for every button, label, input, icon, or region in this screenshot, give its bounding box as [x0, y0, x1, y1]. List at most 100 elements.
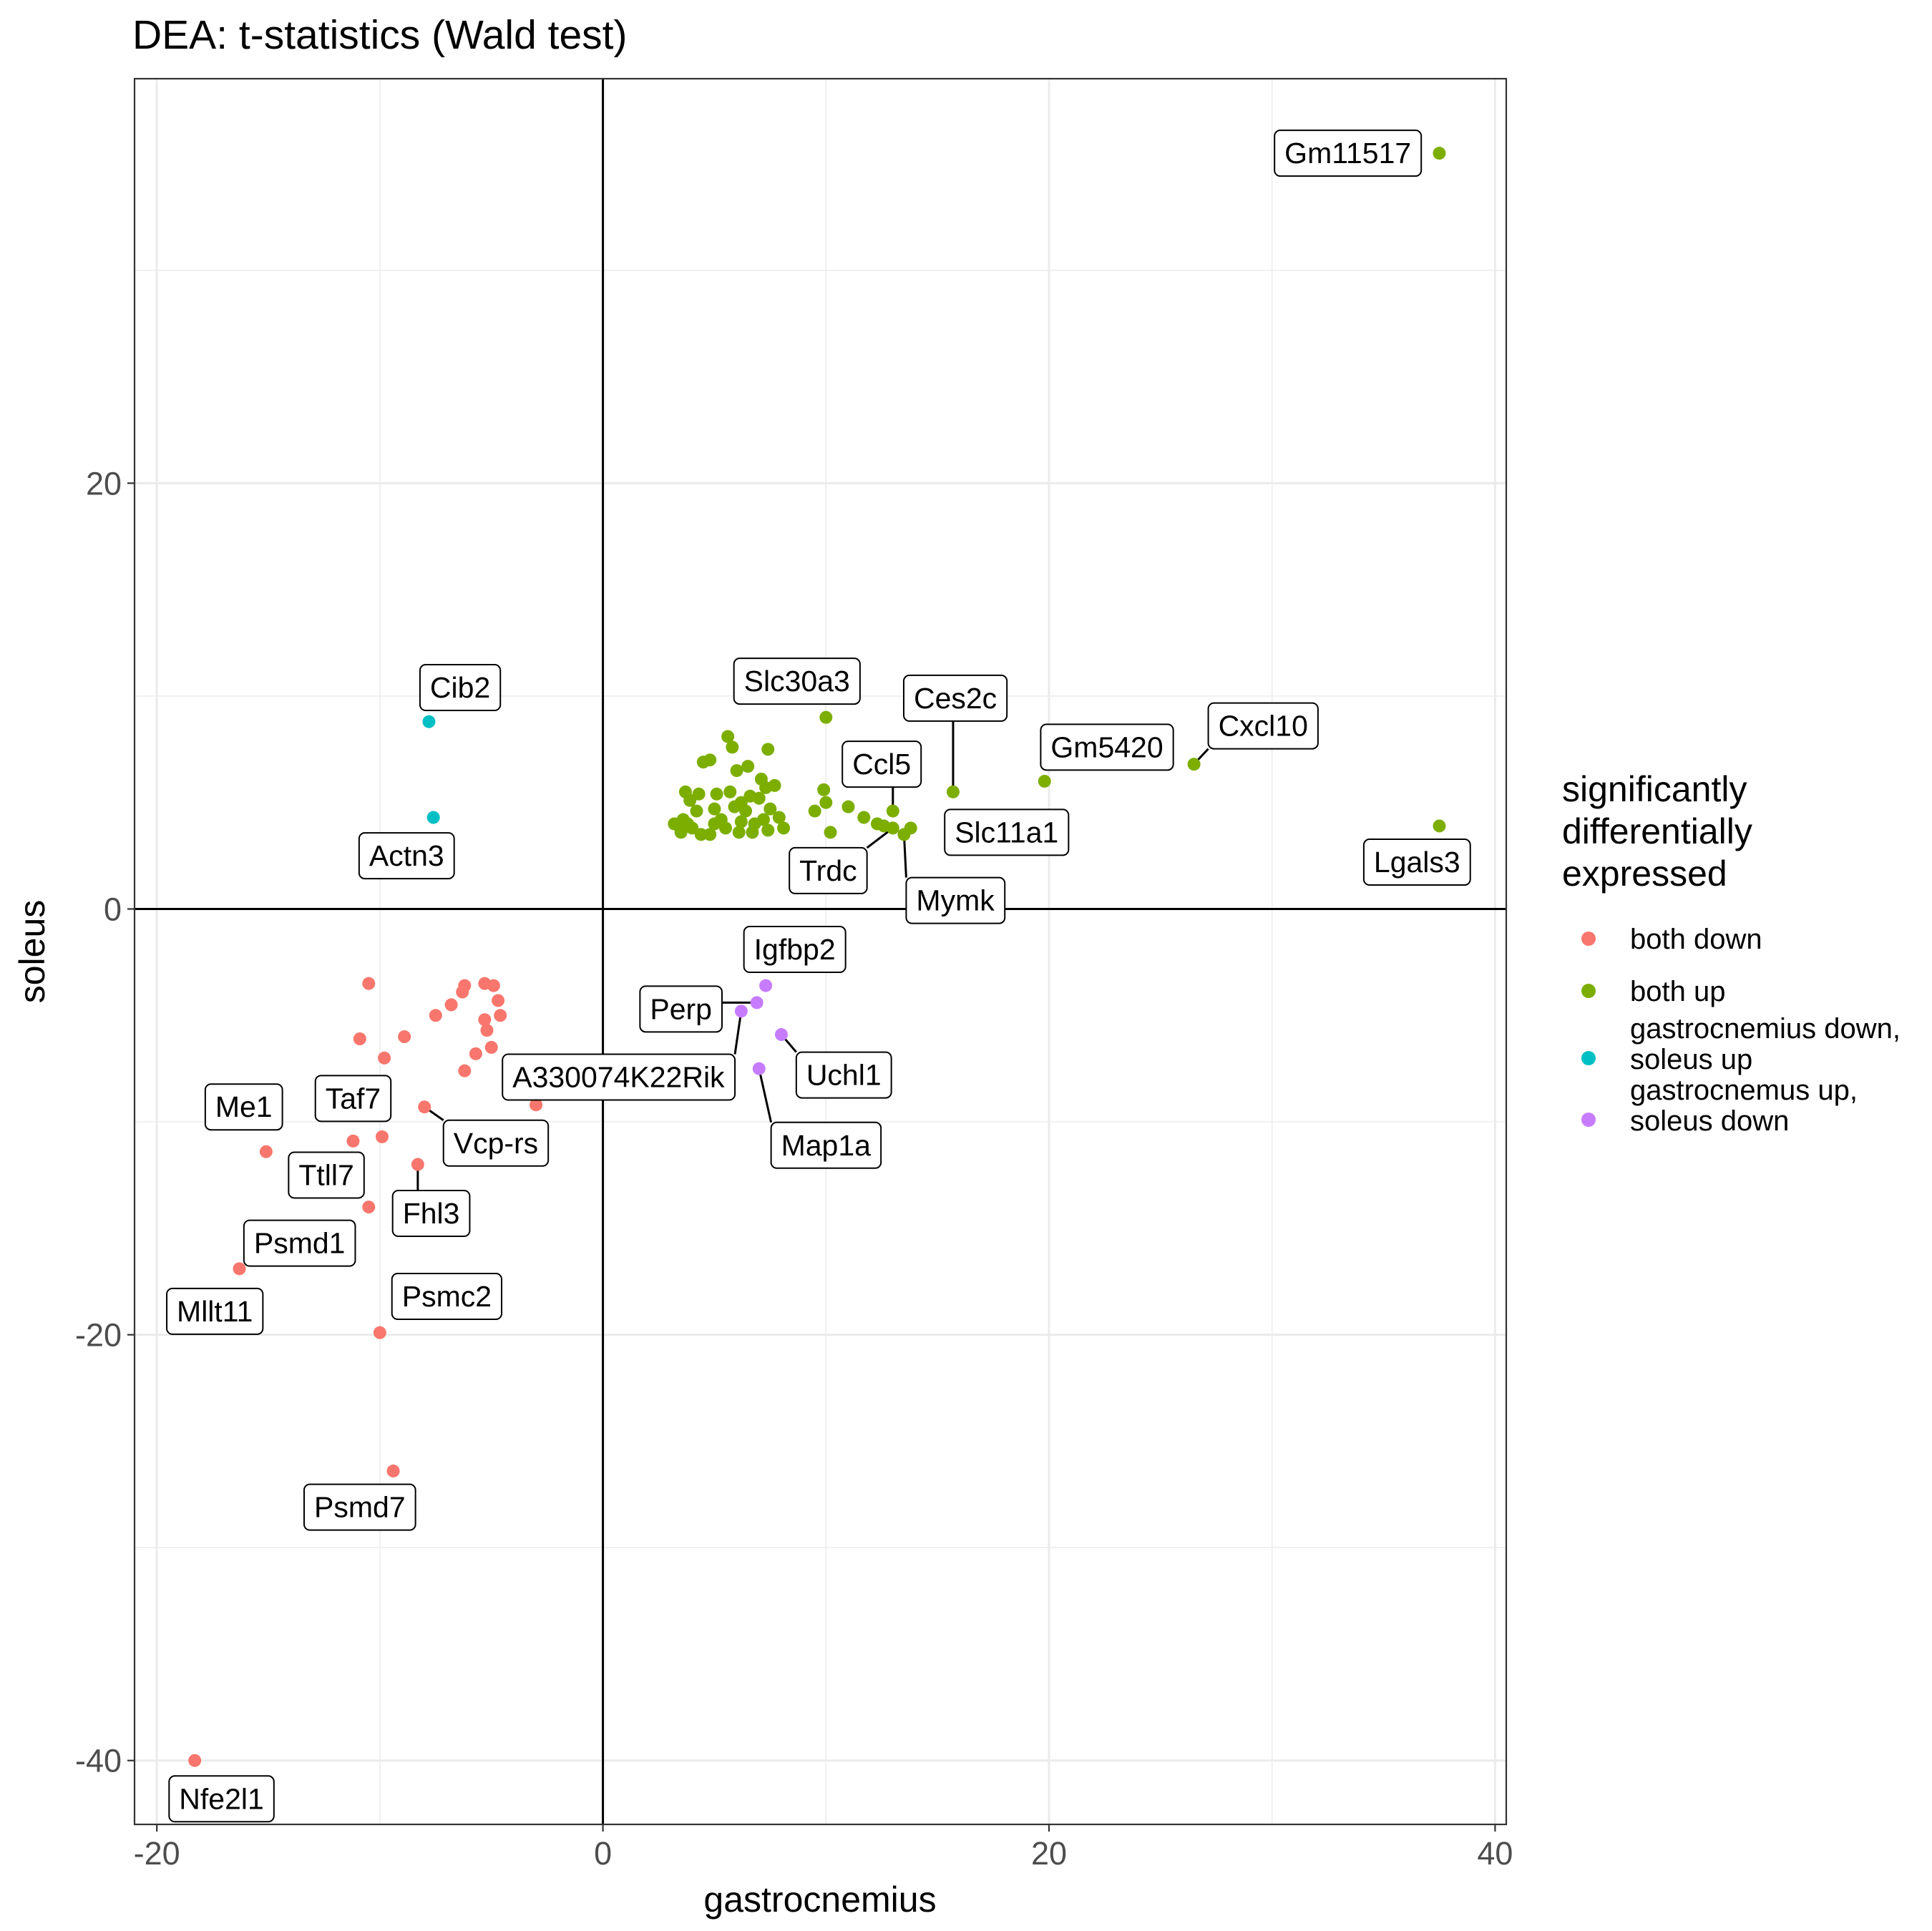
legend-label: gastrocnemius down, [1630, 1013, 1901, 1045]
y-axis-title: soleus [12, 900, 52, 1004]
data-point-both-down [373, 1326, 386, 1339]
data-point-both-down [362, 977, 376, 990]
gene-label: Vcp-rs [442, 1119, 550, 1167]
data-point-both-down [188, 1754, 202, 1767]
gene-label-text: Fhl3 [403, 1197, 460, 1230]
data-point-both-up [1187, 758, 1201, 771]
gene-label-box [1040, 723, 1174, 771]
data-point-both-up [686, 821, 699, 835]
data-point-both-up [761, 743, 775, 756]
gene-label-box [442, 1119, 550, 1167]
y-tick-label: -20 [75, 1317, 122, 1354]
legend-key-gastro-up-soleus-down [1581, 1113, 1596, 1127]
gene-label-box [288, 1151, 365, 1199]
gene-label: Slc11a1 [944, 808, 1070, 856]
data-point-both-up [730, 764, 743, 778]
data-point-both-down [353, 1032, 366, 1045]
data-point-both-up [819, 796, 833, 809]
gene-label-text: Psmd7 [314, 1491, 406, 1524]
legend-title-line: significantly [1562, 769, 1747, 809]
data-point-both-down [492, 994, 505, 1007]
gene-label-box [789, 846, 868, 894]
gene-label: Gm5420 [1040, 723, 1174, 771]
gene-label: Ttll7 [288, 1151, 365, 1199]
data-point-both-up [710, 787, 723, 801]
data-point-both-up [732, 826, 746, 839]
gene-label-box [204, 1083, 283, 1131]
gene-label: Igfbp2 [743, 926, 847, 974]
data-point-both-up [841, 800, 855, 813]
data-point-both-up [741, 760, 755, 773]
data-point-both-up [754, 772, 768, 786]
legend-key-both-down [1581, 932, 1596, 946]
gene-label: Me1 [204, 1083, 283, 1131]
data-point-both-up [674, 826, 688, 839]
gene-label-text: Lgals3 [1374, 846, 1460, 879]
label-segment [758, 1068, 773, 1123]
gene-label-box [419, 664, 502, 712]
data-point-both-up [723, 785, 737, 798]
data-point-gastro-down-soleus-up [422, 715, 436, 728]
data-point-both-down [494, 1009, 507, 1022]
x-tick-label: 40 [1477, 1835, 1513, 1872]
data-point-both-up [761, 823, 775, 837]
gene-label: Fhl3 [391, 1190, 471, 1237]
gene-label: Lgals3 [1362, 839, 1471, 886]
data-point-both-up [690, 804, 703, 818]
data-point-both-down [259, 1145, 273, 1158]
gene-label-text: Taf7 [326, 1082, 381, 1115]
data-point-both-up [768, 778, 781, 792]
gene-label: Map1a [770, 1121, 882, 1169]
gene-label-box [902, 674, 1008, 722]
gene-label-box [944, 808, 1070, 856]
data-point-both-up [739, 804, 753, 818]
data-point-both-up [886, 804, 899, 818]
legend-label: soleus up [1630, 1044, 1752, 1075]
data-point-both-up [819, 710, 833, 724]
data-point-both-up [763, 802, 777, 816]
reference-lines [135, 79, 1506, 1824]
gene-label-box [743, 926, 847, 974]
data-point-both-up [824, 826, 837, 839]
gene-label-box [733, 657, 861, 705]
data-point-both-up [676, 813, 690, 826]
data-point-both-down [484, 1040, 498, 1054]
data-point-both-down [386, 1465, 400, 1478]
label-segment [733, 1011, 743, 1055]
gene-label: Psmc2 [391, 1273, 503, 1321]
data-point-both-up [772, 811, 786, 824]
gene-label: Nfe2l1 [168, 1775, 275, 1823]
data-point-gastro-up-soleus-down [734, 1004, 748, 1018]
data-point-both-up [719, 821, 733, 835]
data-point-both-down [478, 1013, 492, 1027]
data-point-both-down [378, 1051, 391, 1065]
legend-title-line: expressed [1562, 854, 1727, 894]
x-axis-ticks: -20 0 20 40 [134, 1824, 1513, 1872]
legend-key-both-up [1581, 984, 1596, 998]
data-point-gastro-up-soleus-down [750, 996, 763, 1010]
data-point-both-down [487, 979, 500, 992]
legend-key-gastro-down-soleus-up [1581, 1051, 1596, 1065]
data-point-both-down [418, 1100, 431, 1114]
gene-label: Uchl1 [795, 1051, 892, 1099]
legend-title-line: differentially [1562, 811, 1752, 851]
data-point-both-up [857, 811, 871, 824]
data-point-both-up [743, 789, 757, 803]
gene-label-box [841, 740, 922, 788]
data-point-both-down [469, 1047, 482, 1060]
legend-label: both up [1630, 976, 1725, 1007]
data-point-both-down [346, 1134, 360, 1148]
data-point-both-down [398, 1030, 411, 1044]
gene-label-box [314, 1075, 392, 1123]
chart-title: DEA: t-statistics (Wald test) [132, 12, 628, 58]
gene-label-box [1207, 702, 1319, 750]
gene-label-box [770, 1121, 882, 1169]
data-point-both-up [692, 787, 706, 801]
gene-label-text: Slc30a3 [744, 665, 850, 698]
gene-label-box [905, 876, 1006, 924]
gene-label-text: Cxcl10 [1219, 710, 1308, 743]
gene-label-text: Mymk [916, 884, 995, 917]
y-tick-label: -40 [75, 1743, 122, 1779]
data-points [188, 147, 1446, 1767]
data-point-both-down [411, 1158, 424, 1171]
